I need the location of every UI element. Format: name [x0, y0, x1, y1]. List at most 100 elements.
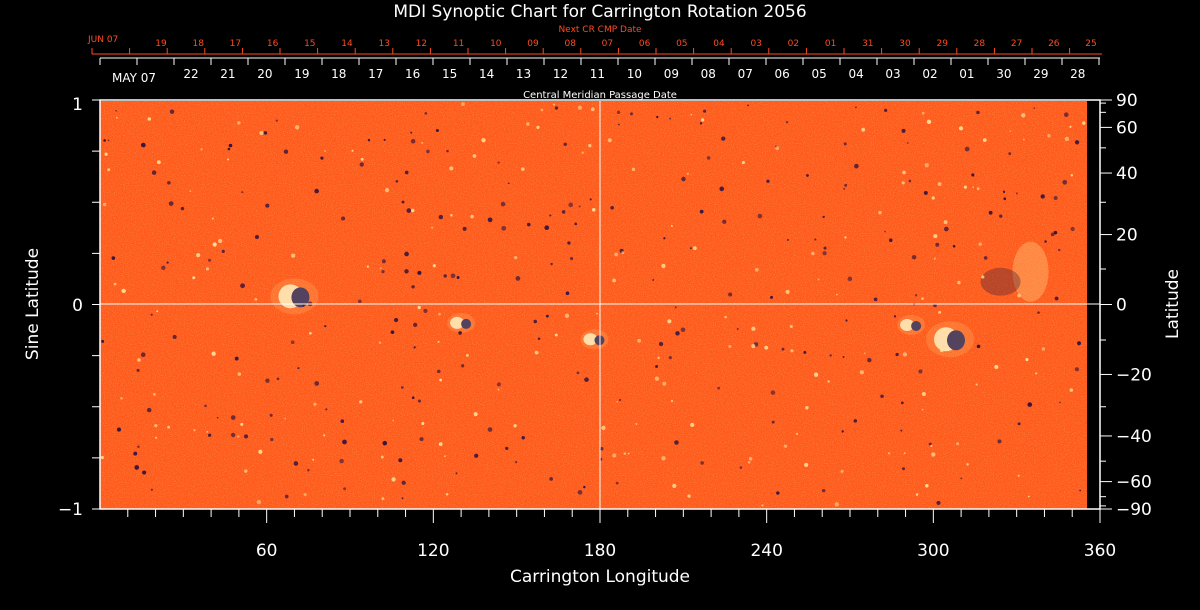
magnetic-speck: [931, 196, 935, 200]
magnetic-speck: [981, 275, 985, 279]
next-cr-date-label: 10: [490, 39, 502, 49]
magnetic-speck: [855, 106, 857, 109]
magnetic-speck: [150, 313, 153, 316]
next-cr-date-label: 16: [267, 39, 279, 49]
magnetic-speck: [254, 298, 258, 301]
left-axis-label: Sine Latitude: [23, 248, 43, 360]
magnetic-speck: [554, 106, 559, 110]
magnetic-speck: [200, 148, 203, 151]
magnetic-speck: [342, 439, 347, 445]
magnetic-speck: [284, 494, 289, 499]
magnetic-speck: [829, 354, 832, 357]
magnetic-speck: [656, 115, 659, 119]
cmp-date-label: 30: [996, 67, 1011, 81]
next-cr-axis: Next CR CMP Date JUN 07 19 18 17 16 15 14 13 12…: [87, 25, 1102, 55]
magnetic-speck: [553, 103, 556, 106]
magnetic-speck: [847, 276, 853, 282]
chart-title: MDI Synoptic Chart for Carrington Rotati…: [393, 2, 806, 22]
magnetic-speck: [180, 206, 185, 211]
cmp-axis: MAY 07 22 21 20 19 18 17 16 15 14 13 12 11 10 09 08 07 0…: [99, 57, 1100, 101]
magnetic-speck: [935, 242, 940, 247]
magnetic-speck: [379, 267, 382, 270]
magnetic-speck: [1047, 134, 1051, 138]
magnetic-speck: [680, 327, 686, 333]
magnetic-speck: [410, 131, 413, 134]
magnetic-speck: [230, 415, 236, 420]
magnetic-speck: [294, 125, 300, 130]
magnetic-speck: [536, 125, 540, 129]
magnetic-speck: [411, 396, 415, 399]
magnetic-speck: [237, 121, 241, 125]
magnetic-speck: [895, 352, 899, 357]
magnetic-speck: [230, 432, 236, 438]
magnetic-speck: [612, 453, 617, 458]
magnetic-speck: [976, 187, 980, 191]
magnetic-speck: [700, 118, 705, 122]
magnetic-speck: [324, 325, 327, 328]
magnetic-speck: [1009, 130, 1012, 132]
magnetic-speck: [699, 122, 703, 125]
magnetic-speck: [193, 429, 196, 432]
magnetic-speck: [616, 400, 619, 403]
magnetic-speck: [1069, 125, 1072, 128]
region-halo: [447, 312, 476, 333]
magnetic-speck: [381, 259, 386, 264]
magnetic-speck: [395, 180, 399, 183]
magnetic-speck: [1041, 347, 1046, 351]
magnetic-speck: [421, 422, 425, 426]
magnetic-speck: [228, 143, 233, 148]
magnetic-speck: [392, 419, 394, 422]
active-region: [270, 278, 319, 315]
next-cr-date-label: 27: [1011, 39, 1022, 49]
active-region: [926, 321, 974, 358]
latitude-axis: Latitude 90 60 40 20 0 −20 −40 −60 −90: [1100, 91, 1183, 520]
next-cr-date-label: 02: [788, 39, 799, 49]
magnetic-speck: [672, 483, 677, 488]
magnetic-speck: [462, 226, 467, 231]
magnetic-speck: [617, 123, 620, 126]
magnetic-speck: [755, 267, 759, 272]
magnetic-speck: [761, 504, 764, 507]
magnetic-speck: [1017, 474, 1020, 477]
magnetic-speck: [107, 139, 110, 142]
next-cr-date-label: 12: [416, 39, 427, 49]
magnetic-speck: [834, 502, 839, 507]
next-cr-date-label: 26: [1048, 39, 1060, 49]
magnetic-speck: [629, 112, 633, 116]
next-cr-date-label: 04: [713, 39, 725, 49]
magnetic-speck: [805, 405, 809, 410]
magnetic-speck: [902, 170, 906, 175]
magnetic-speck: [563, 142, 567, 147]
magnetic-speck: [859, 370, 864, 375]
magnetic-speck: [607, 138, 612, 143]
next-cr-date-label: 19: [155, 39, 167, 49]
magnetic-speck: [275, 119, 278, 122]
magnetic-speck: [1008, 152, 1012, 156]
magnetic-speck: [975, 383, 978, 386]
magnetic-speck: [921, 297, 924, 300]
cmp-date-label: 08: [701, 67, 716, 81]
magnetic-speck: [663, 237, 666, 240]
magnetic-speck: [154, 423, 158, 428]
magnetic-speck: [218, 238, 223, 244]
magnetic-speck: [136, 368, 140, 372]
magnetic-speck: [615, 481, 619, 485]
magnetic-speck: [958, 126, 964, 131]
magnetic-speck: [378, 341, 382, 344]
magnetic-speck: [956, 442, 960, 446]
magnetic-speck: [424, 111, 428, 115]
magnetic-speck: [811, 251, 815, 256]
right-tick-label: 90: [1116, 91, 1138, 111]
magnetic-speck: [906, 142, 909, 144]
magnetic-speck: [893, 315, 897, 318]
region-halo: [926, 321, 974, 358]
magnetic-speck: [748, 457, 753, 461]
magnetic-speck: [943, 220, 948, 225]
magnetic-speck: [341, 216, 346, 221]
magnetic-speck: [721, 136, 726, 141]
magnetic-speck: [460, 364, 465, 368]
magnetic-speck: [976, 344, 981, 349]
cmp-date-label: 09: [664, 67, 679, 81]
magnetic-speck: [381, 497, 385, 501]
magnetic-speck: [533, 319, 537, 324]
